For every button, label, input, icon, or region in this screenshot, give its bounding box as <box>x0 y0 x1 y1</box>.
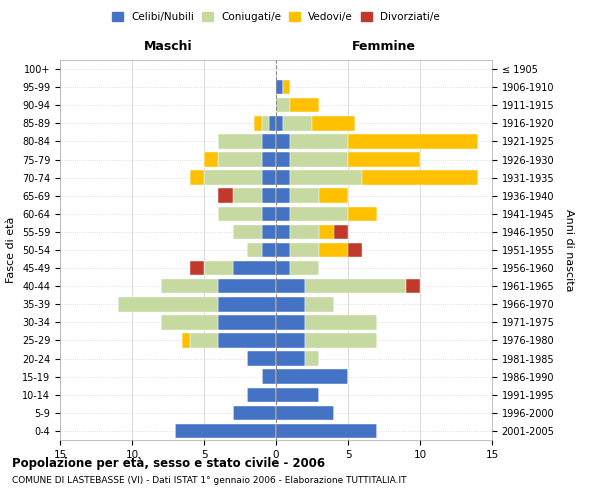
Bar <box>276 315 305 330</box>
Bar <box>190 333 218 347</box>
Text: Femmine: Femmine <box>352 40 416 53</box>
Bar <box>190 170 204 185</box>
Bar <box>348 134 478 148</box>
Bar <box>305 333 377 347</box>
Bar <box>276 261 290 276</box>
Bar <box>276 370 348 384</box>
Bar <box>204 152 218 167</box>
Bar <box>262 243 276 257</box>
Bar <box>254 116 262 130</box>
Bar <box>283 80 290 94</box>
Bar <box>247 352 276 366</box>
Bar <box>290 243 319 257</box>
Bar <box>262 188 276 203</box>
Bar <box>276 170 290 185</box>
Bar <box>319 224 334 239</box>
Bar <box>290 206 348 221</box>
Y-axis label: Anni di nascita: Anni di nascita <box>564 209 574 291</box>
Bar <box>218 206 262 221</box>
Bar <box>262 152 276 167</box>
Bar <box>182 333 190 347</box>
Legend: Celibi/Nubili, Coniugati/e, Vedovi/e, Divorziati/e: Celibi/Nubili, Coniugati/e, Vedovi/e, Di… <box>108 8 444 26</box>
Bar <box>290 98 319 112</box>
Bar <box>247 388 276 402</box>
Bar <box>276 424 377 438</box>
Bar <box>276 80 283 94</box>
Bar <box>161 315 218 330</box>
Bar <box>218 333 276 347</box>
Bar <box>276 297 305 312</box>
Bar <box>283 116 312 130</box>
Bar <box>161 279 218 293</box>
Bar <box>269 116 276 130</box>
Bar <box>276 333 305 347</box>
Bar <box>319 243 348 257</box>
Bar <box>204 261 233 276</box>
Bar <box>348 206 377 221</box>
Bar <box>276 206 290 221</box>
Bar <box>290 224 319 239</box>
Bar <box>305 297 334 312</box>
Bar <box>218 152 262 167</box>
Text: Maschi: Maschi <box>143 40 193 53</box>
Bar <box>218 297 276 312</box>
Text: Popolazione per età, sesso e stato civile - 2006: Popolazione per età, sesso e stato civil… <box>12 458 325 470</box>
Bar <box>276 279 305 293</box>
Bar <box>218 279 276 293</box>
Bar <box>276 134 290 148</box>
Bar <box>118 297 218 312</box>
Bar <box>305 352 319 366</box>
Bar <box>262 170 276 185</box>
Bar <box>319 188 348 203</box>
Bar <box>262 224 276 239</box>
Bar <box>175 424 276 438</box>
Bar <box>218 188 233 203</box>
Bar <box>406 279 420 293</box>
Bar <box>305 315 377 330</box>
Bar <box>262 206 276 221</box>
Bar <box>276 224 290 239</box>
Bar <box>290 261 319 276</box>
Y-axis label: Fasce di età: Fasce di età <box>7 217 16 283</box>
Bar <box>262 134 276 148</box>
Bar <box>276 188 290 203</box>
Bar <box>290 152 348 167</box>
Bar <box>312 116 355 130</box>
Bar <box>334 224 348 239</box>
Bar <box>276 116 283 130</box>
Bar <box>218 315 276 330</box>
Bar <box>348 152 420 167</box>
Bar <box>233 406 276 420</box>
Bar <box>276 388 319 402</box>
Bar <box>290 188 319 203</box>
Bar <box>204 170 262 185</box>
Bar <box>247 243 262 257</box>
Bar <box>362 170 478 185</box>
Bar <box>348 243 362 257</box>
Bar <box>276 243 290 257</box>
Bar <box>262 370 276 384</box>
Bar <box>262 116 269 130</box>
Bar <box>276 98 290 112</box>
Bar <box>290 134 348 148</box>
Bar <box>233 224 262 239</box>
Bar <box>233 188 262 203</box>
Bar <box>276 352 305 366</box>
Text: COMUNE DI LASTEBASSE (VI) - Dati ISTAT 1° gennaio 2006 - Elaborazione TUTTITALIA: COMUNE DI LASTEBASSE (VI) - Dati ISTAT 1… <box>12 476 407 485</box>
Bar <box>190 261 204 276</box>
Bar <box>276 406 334 420</box>
Bar <box>218 134 262 148</box>
Bar <box>290 170 362 185</box>
Bar <box>276 152 290 167</box>
Bar <box>233 261 276 276</box>
Bar <box>305 279 406 293</box>
